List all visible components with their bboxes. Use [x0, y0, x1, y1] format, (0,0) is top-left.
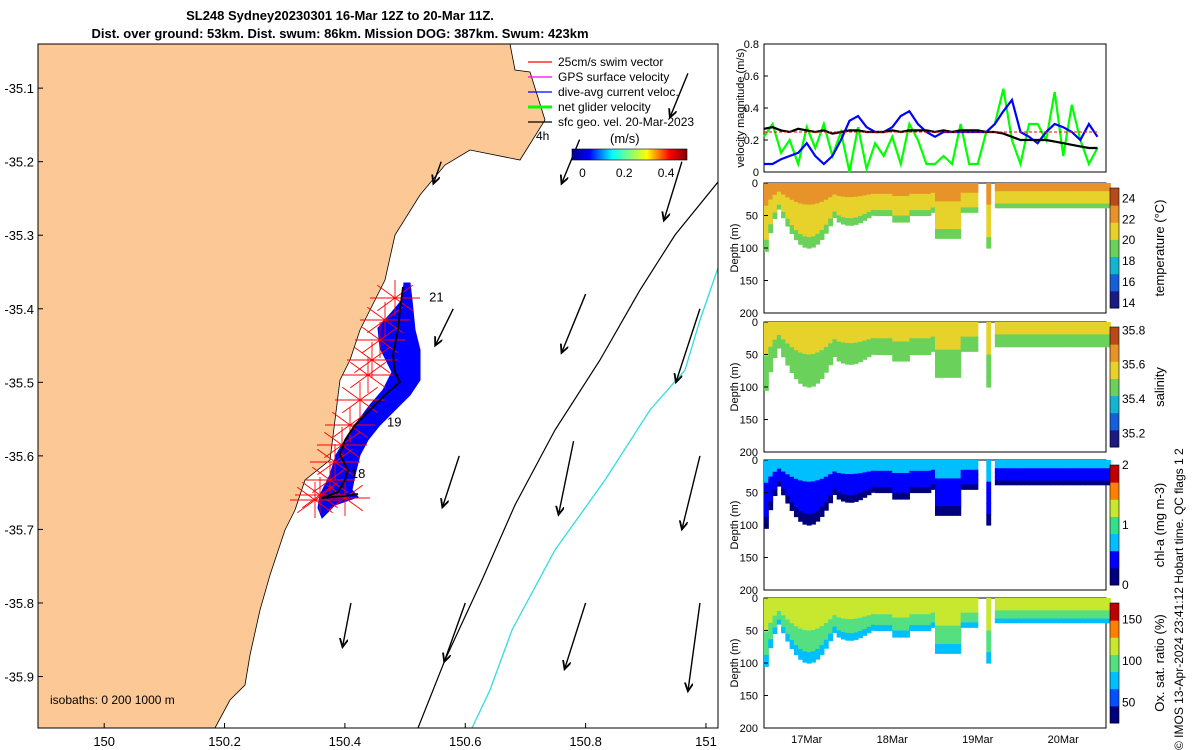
swim-vector — [324, 431, 343, 446]
swim-vector — [332, 411, 351, 426]
swim-vector — [341, 444, 360, 459]
swim-vector — [312, 466, 331, 481]
swim-vector — [367, 361, 386, 376]
map-x-tick-label: 150 — [93, 734, 115, 749]
track-day-label: 19 — [387, 414, 401, 429]
map-x-tick-label: 150.8 — [569, 734, 602, 749]
geo-velocity-vector — [433, 161, 442, 184]
swim-vector — [371, 359, 390, 374]
swim-vector — [350, 374, 369, 389]
swim-vector — [379, 326, 398, 341]
swim-vector — [359, 386, 378, 401]
map-y-tick-label: -35.3 — [4, 228, 34, 243]
colorbar-tick-label: 0.4 — [658, 166, 675, 180]
swim-vector — [319, 481, 338, 496]
legend-label: dive-avg current veloc. — [558, 85, 679, 99]
swim-vector — [342, 399, 361, 414]
swim-vector — [314, 486, 333, 501]
swim-vector — [334, 461, 353, 476]
glider-track — [321, 286, 404, 499]
map-y-tick-label: -35.2 — [4, 155, 34, 170]
track-day-label: 21 — [429, 289, 443, 304]
geo-velocity-vector — [562, 139, 581, 184]
swim-vector — [327, 497, 346, 512]
map-y-tick-label: -35.1 — [4, 81, 34, 96]
map-y-tick-label: -35.6 — [4, 449, 34, 464]
swim-vector — [314, 499, 333, 514]
legend-label: sfc geo. vel. 20-Mar-2023 — [558, 115, 694, 129]
swim-vector — [384, 319, 403, 334]
legend-duration: 4h — [536, 129, 549, 143]
swim-vector — [371, 346, 390, 361]
legend-label: GPS surface velocity — [558, 70, 669, 84]
swim-vector — [362, 326, 381, 341]
swim-vector — [354, 359, 373, 374]
swim-vector — [344, 497, 363, 512]
swim-vector — [342, 386, 361, 401]
swim-vector — [329, 466, 348, 481]
swim-vector — [350, 361, 369, 376]
map-y-tick-label: -35.4 — [4, 302, 34, 317]
geo-velocity-vector — [342, 602, 352, 647]
swim-vector — [362, 339, 381, 354]
swim-vector — [302, 481, 321, 496]
map-x-tick-label: 150.4 — [329, 734, 362, 749]
swim-vector — [297, 499, 316, 514]
swim-vector — [297, 486, 316, 501]
map-y-tick-label: -35.7 — [4, 522, 34, 537]
geo-velocity-vector — [676, 308, 701, 383]
colorbar-tick-label: 0.2 — [616, 166, 633, 180]
colorbar-tick-label: 0 — [579, 166, 586, 180]
map-y-tick-label: -35.5 — [4, 375, 34, 390]
geo-velocity-vector — [435, 308, 454, 346]
swim-vector — [394, 284, 413, 299]
colorbar — [571, 148, 688, 161]
geo-velocity-vector — [664, 161, 683, 221]
swim-vector — [367, 374, 386, 389]
map-x-tick-label: 150.2 — [208, 734, 241, 749]
swim-vector — [302, 494, 321, 509]
swim-vector — [377, 284, 396, 299]
geo-velocity-vector — [442, 455, 460, 507]
credit-text: © IMOS 13-Apr-2024 23:41:12 Hobart time.… — [1172, 448, 1186, 750]
geo-velocity-vector — [559, 441, 575, 515]
isobaths-label: isobaths: 0 200 1000 m — [50, 693, 175, 707]
swim-vector — [359, 399, 378, 414]
geo-velocity-vector — [444, 602, 466, 662]
coastline-land — [38, 44, 546, 728]
swim-vector — [377, 297, 396, 312]
geo-velocity-vector — [682, 455, 701, 530]
swim-vector — [334, 448, 353, 463]
track-day-label: 18 — [351, 466, 365, 481]
map-x-tick-label: 150.6 — [449, 734, 482, 749]
legend-label: 25cm/s swim vector — [558, 55, 663, 69]
plot-subtitle: Dist. over ground: 53km. Dist. swum: 86k… — [91, 26, 589, 41]
swim-vector — [324, 444, 343, 459]
map-y-tick-label: -35.8 — [4, 596, 34, 611]
map-y-tick-label: -35.9 — [4, 670, 34, 685]
geo-velocity-vector — [688, 602, 701, 691]
isobath-1000 — [471, 267, 718, 728]
map-x-tick-label: 151 — [695, 734, 717, 749]
colorbar-title: (m/s) — [610, 131, 640, 146]
geo-velocity-vector — [562, 293, 587, 353]
geo-velocity-vector — [670, 73, 689, 117]
plot-title: SL248 Sydney20230301 16-Mar 12Z to 20-Ma… — [186, 8, 494, 23]
swim-vector — [332, 424, 351, 439]
swim-vector — [367, 319, 386, 334]
swim-vector — [367, 306, 386, 321]
swim-vector — [317, 448, 336, 463]
swim-vector — [354, 346, 373, 361]
swim-vector — [394, 297, 413, 312]
legend-label: net glider velocity — [558, 100, 651, 114]
geo-velocity-vector — [565, 602, 587, 669]
isobath-200 — [417, 181, 718, 728]
dive-avg-current-band — [317, 282, 421, 519]
